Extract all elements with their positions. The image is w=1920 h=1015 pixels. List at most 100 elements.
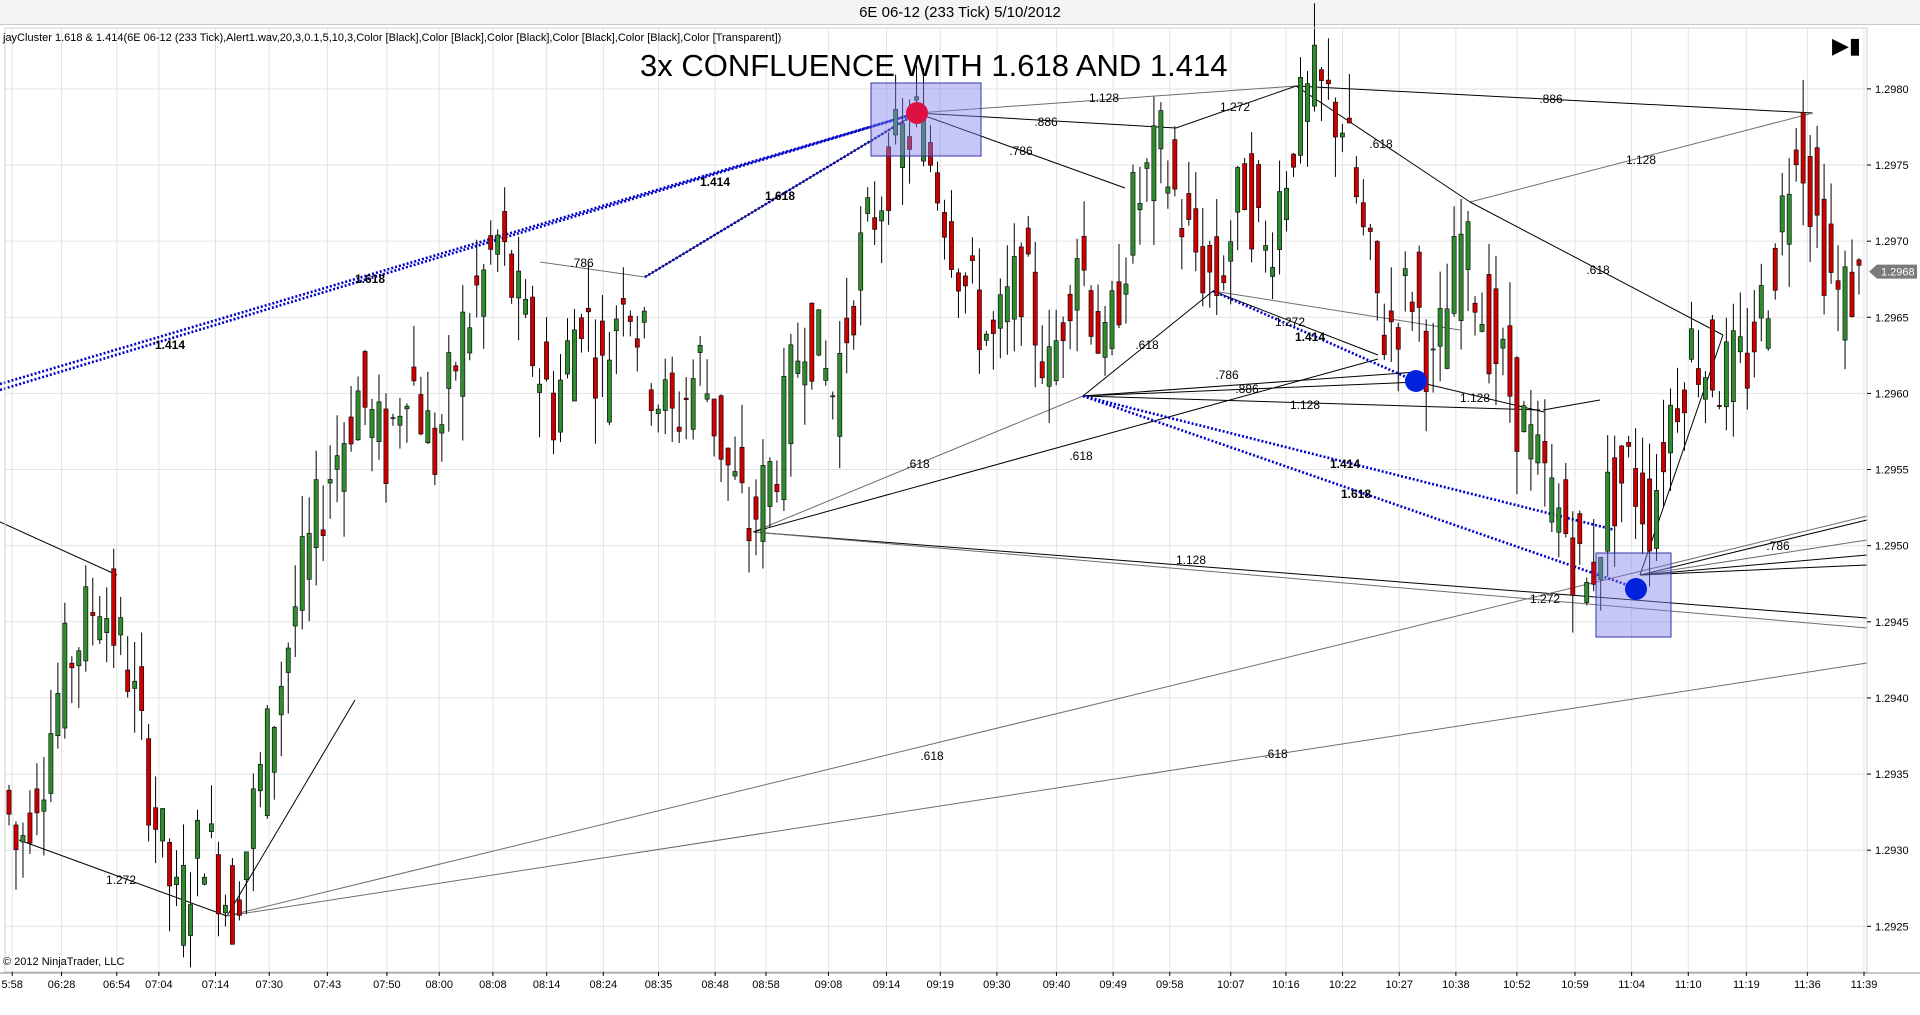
ratio-label: .618 [1069,449,1093,463]
fib-line [1639,539,1868,576]
candle [418,376,424,436]
candle [1689,301,1694,363]
ratio-label: 1.128 [1089,91,1119,105]
candle [1319,66,1324,122]
candle [690,359,696,440]
candle [1856,258,1862,295]
copyright-text: © 2012 NinjaTrader, LLC [3,956,125,968]
candle [879,196,885,264]
candle [1263,220,1269,273]
x-tick-label: 11:39 [1851,979,1878,991]
candle [1346,74,1352,124]
current-price-marker [1869,264,1917,279]
x-tick-label: 08:35 [645,979,673,991]
x-tick-label: 07:43 [314,979,342,991]
ratio-label: 1.414 [1295,330,1325,344]
fib-line [1639,519,1868,576]
candle [565,318,570,379]
candle [1235,165,1241,251]
candle [997,278,1003,359]
candle [655,404,661,433]
candle [795,322,801,378]
candle [1242,157,1248,211]
x-tick-label: 10:59 [1561,979,1589,991]
candle [1675,367,1680,433]
fib-line [1082,371,1418,397]
candle [1570,511,1576,633]
candle [1025,215,1031,257]
candle [1381,303,1387,360]
candle [634,316,640,372]
candle [1158,102,1164,184]
x-tick-label: 11:36 [1794,979,1821,991]
candle [348,386,354,452]
candle [1709,314,1715,398]
x-tick-label: 09:49 [1099,979,1127,991]
candle [683,377,689,440]
ratio-label: 1.272 [106,873,136,887]
y-tick-label: 1.2965 [1875,312,1909,324]
candle [188,872,193,968]
fib-line [1081,381,1419,397]
x-tick-label: 07:50 [373,979,401,991]
candle [1737,292,1743,364]
candle [1228,220,1234,305]
candle [942,199,947,260]
candle [732,436,738,480]
candle [411,325,417,386]
candle [1696,329,1701,398]
candle [446,335,452,432]
candle [1291,152,1296,177]
candle [1598,557,1604,611]
candle [1451,206,1457,317]
candle [495,229,501,273]
candle [760,439,766,569]
candle [299,496,305,630]
candle [1200,208,1206,307]
candle [1549,443,1555,533]
candle [1256,160,1262,223]
candle [1591,519,1597,592]
x-tick-label: 5:58 [1,979,22,991]
x-tick-label: 11:10 [1675,979,1702,991]
confluence-zone-top [870,82,982,157]
candle [1109,280,1115,356]
candle [627,310,633,337]
fib-line [18,839,228,917]
candle [229,858,235,945]
candle [969,237,975,284]
ratio-label: .786 [1215,368,1239,382]
candle [1814,125,1820,249]
fib-line [916,112,1177,129]
candle [174,850,179,907]
candle [1298,57,1303,164]
candle [1074,238,1080,352]
y-tick-label: 1.2950 [1875,541,1909,553]
skip-to-end-icon[interactable]: ▶▮ [1832,33,1862,58]
candle [949,190,954,278]
candle [746,486,752,573]
x-tick-label: 07:14 [202,979,230,991]
candle [858,206,864,326]
confluence-line [1212,289,1416,383]
candle [1835,245,1841,332]
candle [1661,399,1666,507]
candle [1647,443,1652,587]
candle [886,132,892,225]
candle [139,632,145,740]
candle [928,125,933,173]
candle [83,565,89,672]
fib-line [226,662,1868,917]
candle [104,587,110,663]
candle [739,404,745,494]
candle [195,809,200,897]
fib-line [0,521,118,576]
candle [1284,171,1289,232]
candle [209,785,214,839]
candle [285,642,291,714]
ratio-label: .786 [1766,539,1790,553]
candle [1409,291,1415,331]
candle [1500,327,1506,376]
x-tick-label: 10:38 [1442,979,1470,991]
